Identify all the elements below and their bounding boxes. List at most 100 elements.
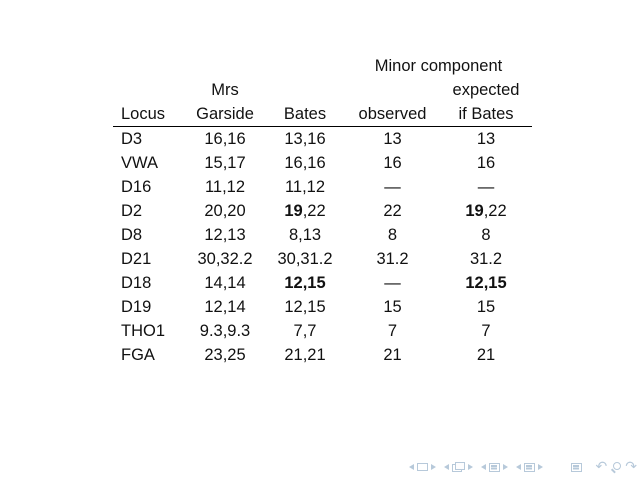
value-cell: 8 — [481, 226, 491, 244]
value-cell: 23,25 — [204, 346, 246, 364]
table-row: THO1 9.3,9.3 7,7 7 7 — [113, 319, 532, 343]
next-section-icon[interactable] — [537, 464, 543, 470]
value-cell: 7 — [387, 322, 398, 340]
slide-nav-group — [408, 463, 436, 471]
value-cell: — — [384, 178, 401, 196]
value-cell: 12,15 — [284, 298, 326, 316]
value-cell: 20,20 — [204, 202, 246, 220]
locus-cell: D21 — [121, 250, 152, 268]
value-cell: 12,14 — [204, 298, 246, 316]
prev-slide-icon[interactable] — [408, 464, 414, 470]
presentation-nav-group — [570, 462, 582, 472]
slide-icon[interactable] — [416, 463, 428, 471]
header-expected: expected — [452, 81, 520, 99]
table-body: D3 16,16 13,16 13 13 VWA 15,17 16,16 16 16 D16 11,1… — [113, 127, 532, 368]
subsection-icon[interactable] — [488, 462, 500, 472]
genotype-table: Minor component Mrs expected Locus Garsi… — [113, 54, 533, 368]
find-icon[interactable] — [610, 461, 622, 473]
frame-icon[interactable] — [451, 462, 465, 472]
table-row: D16 11,12 11,12 — — — [113, 175, 532, 199]
table-header: Minor component Mrs expected Locus Garsi… — [113, 54, 533, 127]
value-cell: 13,16 — [284, 130, 326, 148]
value-cell: 11,12 — [204, 178, 246, 196]
header-if-bates: if Bates — [440, 102, 533, 127]
table-row: D19 12,14 12,15 15 15 — [113, 295, 532, 319]
section-icon[interactable] — [523, 462, 535, 472]
header-spacer — [113, 78, 185, 102]
value-cell: 12,13 — [204, 226, 246, 244]
header-row-3: Locus Garside Bates observed if Bates — [113, 102, 533, 127]
next-frame-icon[interactable] — [467, 464, 473, 470]
header-spacer — [185, 54, 265, 78]
locus-cell: D16 — [121, 178, 152, 196]
locus-cell: VWA — [121, 154, 158, 172]
tools-nav-group — [596, 461, 637, 473]
value-cell: 7,7 — [293, 322, 317, 340]
locus-cell: D2 — [121, 202, 143, 220]
value-cell: 16 — [383, 154, 402, 172]
header-row-1: Minor component — [113, 54, 532, 78]
table-row: D3 16,16 13,16 13 13 — [113, 127, 532, 152]
value-cell: 7 — [481, 322, 491, 340]
value-cell: 12,15 — [465, 274, 507, 292]
header-mrs: Mrs — [211, 81, 239, 99]
value-cell: 15 — [383, 298, 402, 316]
back-icon[interactable] — [596, 461, 608, 473]
value-cell: 11,12 — [284, 178, 326, 196]
header-spacer — [265, 78, 345, 102]
value-cell: 14,14 — [204, 274, 246, 292]
locus-cell: THO1 — [121, 322, 166, 340]
value-cell: 19,22 — [284, 202, 326, 220]
value-cell: 31.2 — [469, 250, 503, 268]
table-row: D2 20,20 19,22 22 19,22 — [113, 199, 532, 223]
forward-icon[interactable] — [625, 461, 637, 473]
beamer-navigation-bar — [408, 461, 637, 473]
header-bates: Bates — [265, 102, 345, 127]
locus-cell: D19 — [121, 298, 152, 316]
prev-frame-icon[interactable] — [443, 464, 449, 470]
value-cell: 12,15 — [284, 274, 326, 292]
prev-subsection-icon[interactable] — [480, 464, 486, 470]
value-cell: 30,31.2 — [277, 250, 333, 268]
section-nav-group — [515, 462, 543, 472]
value-cell: 9.3,9.3 — [199, 322, 251, 340]
value-cell: 21 — [383, 346, 402, 364]
value-cell: 19,22 — [465, 202, 507, 220]
table-row: D21 30,32.2 30,31.2 31.2 31.2 — [113, 247, 532, 271]
header-spacer — [345, 78, 440, 102]
header-locus: Locus — [113, 102, 185, 127]
value-cell: 15,17 — [204, 154, 246, 172]
header-spacer — [113, 54, 185, 78]
table-row: D18 14,14 12,15 — 12,15 — [113, 271, 532, 295]
table-row: D8 12,13 8,13 8 8 — [113, 223, 532, 247]
header-observed: observed — [345, 102, 440, 127]
header-garside: Garside — [185, 102, 265, 127]
presentation-icon[interactable] — [570, 462, 582, 472]
value-cell: 8 — [387, 226, 398, 244]
header-minor-component: Minor component — [374, 57, 503, 75]
table-row: VWA 15,17 16,16 16 16 — [113, 151, 532, 175]
header-spacer — [265, 54, 345, 78]
locus-cell: D8 — [121, 226, 143, 244]
value-cell: 21 — [476, 346, 496, 364]
value-cell: — — [477, 178, 495, 196]
value-cell: 16,16 — [204, 130, 246, 148]
value-cell: 16,16 — [284, 154, 326, 172]
value-cell: 13 — [476, 130, 496, 148]
locus-cell: D18 — [121, 274, 152, 292]
next-slide-icon[interactable] — [430, 464, 436, 470]
value-cell: 31.2 — [376, 250, 409, 268]
locus-cell: FGA — [121, 346, 155, 364]
prev-section-icon[interactable] — [515, 464, 521, 470]
frame-nav-group — [443, 462, 473, 472]
value-cell: 21,21 — [284, 346, 326, 364]
next-subsection-icon[interactable] — [502, 464, 508, 470]
value-cell: 30,32.2 — [197, 250, 253, 268]
subsection-nav-group — [480, 462, 508, 472]
value-cell: 8,13 — [288, 226, 322, 244]
table-row: FGA 23,25 21,21 21 21 — [113, 343, 532, 367]
value-cell: — — [384, 274, 401, 292]
locus-cell: D3 — [121, 130, 143, 148]
header-row-2: Mrs expected — [113, 78, 532, 102]
